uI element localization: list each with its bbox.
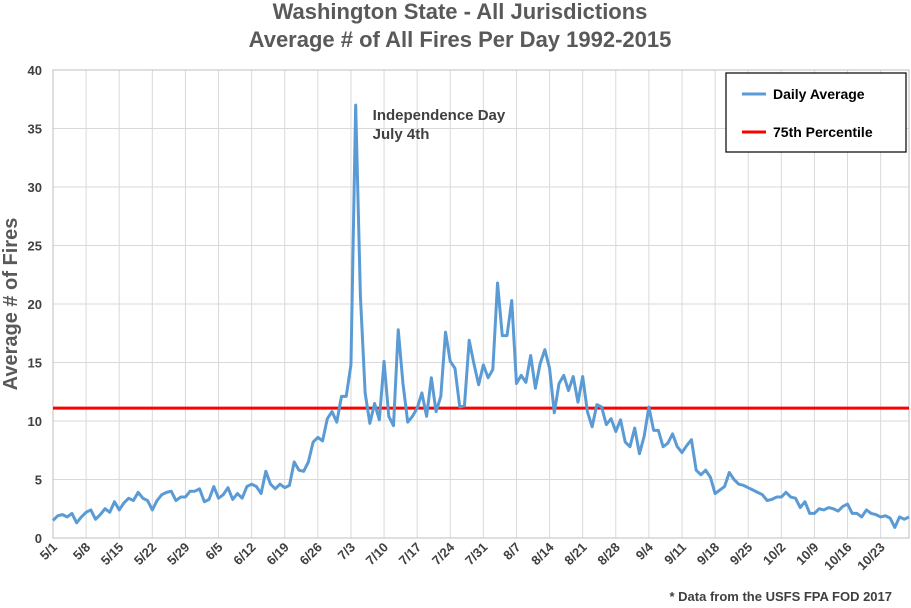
x-tick-label: 9/11 <box>661 540 689 568</box>
y-axis-ticks: 0 5 10 15 20 25 30 35 40 <box>28 63 42 546</box>
x-tick-label: 10/2 <box>760 540 789 569</box>
x-tick-label: 7/3 <box>335 540 358 563</box>
y-tick-label: 10 <box>28 414 42 429</box>
x-tick-label: 5/22 <box>131 540 160 569</box>
x-tick-label: 5/29 <box>164 540 193 569</box>
x-tick-label: 8/28 <box>594 540 623 569</box>
x-tick-label: 6/12 <box>230 540 259 569</box>
gridlines <box>52 69 909 539</box>
y-tick-label: 20 <box>28 297 42 312</box>
x-tick-label: 9/18 <box>694 540 723 569</box>
x-tick-label: 6/19 <box>263 540 292 569</box>
y-tick-label: 0 <box>35 531 42 546</box>
x-tick-label: 10/23 <box>854 540 888 574</box>
series-daily-average-line <box>51 103 910 529</box>
annotation-line-2: July 4th <box>373 126 430 143</box>
y-tick-label: 30 <box>28 180 42 195</box>
x-tick-label: 9/25 <box>727 540 756 569</box>
y-tick-label: 35 <box>28 122 42 137</box>
x-tick-label: 8/21 <box>561 540 590 569</box>
x-tick-label: 5/8 <box>70 540 93 563</box>
x-tick-label: 6/26 <box>296 540 325 569</box>
plot-area-frame <box>52 69 910 539</box>
x-tick-label: 6/5 <box>202 540 225 563</box>
x-tick-label: 10/9 <box>793 540 822 569</box>
chart-title-line-1: Washington State - All Jurisdictions <box>273 0 648 24</box>
y-tick-label: 15 <box>28 356 42 371</box>
legend-label-75th-percentile: 75th Percentile <box>773 124 873 140</box>
legend: Daily Average 75th Percentile <box>725 72 907 153</box>
annotation-line-1: Independence Day <box>373 107 506 124</box>
x-tick-label: 7/31 <box>462 540 491 569</box>
x-tick-label: 10/16 <box>821 540 855 574</box>
y-tick-label: 25 <box>28 239 42 254</box>
chart-title-line-2: Average # of All Fires Per Day 1992-2015 <box>249 27 672 52</box>
legend-box <box>725 72 907 153</box>
source-note: * Data from the USFS FPA FOD 2017 <box>670 589 893 604</box>
x-axis-ticks: 5/1 5/8 5/15 5/22 5/29 6/5 6/12 6/19 6/26 7/3 7/10… <box>37 539 888 573</box>
x-tick-label: 8/7 <box>500 540 523 563</box>
x-tick-label: 7/17 <box>396 540 425 569</box>
x-tick-label: 5/15 <box>98 540 127 569</box>
y-tick-label: 5 <box>35 473 42 488</box>
x-tick-label: 9/4 <box>633 539 657 563</box>
x-tick-label: 7/10 <box>363 540 392 569</box>
x-tick-label: 8/14 <box>528 539 557 568</box>
x-tick-label: 7/24 <box>429 539 458 568</box>
y-axis-label: Average # of Fires <box>0 218 22 391</box>
legend-label-daily-average: Daily Average <box>773 86 865 102</box>
y-tick-label: 40 <box>28 63 42 78</box>
